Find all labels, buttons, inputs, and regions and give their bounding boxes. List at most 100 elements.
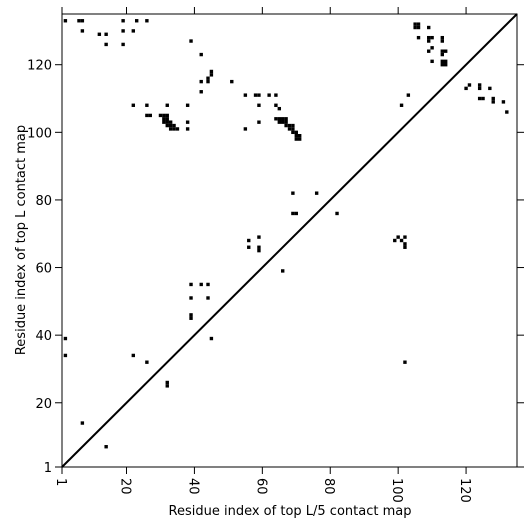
contact-point <box>243 93 248 97</box>
contact-point <box>416 25 421 30</box>
y-axis-label: Residue index of top L contact map <box>14 125 29 355</box>
contact-point <box>477 86 482 91</box>
contact-point <box>257 120 261 124</box>
contact-point <box>403 360 407 364</box>
contact-point <box>80 421 85 425</box>
y-tick-label: 100 <box>27 126 52 141</box>
contact-point <box>491 96 495 101</box>
contact-point <box>396 235 400 239</box>
contact-point <box>294 137 298 141</box>
contact-point <box>430 59 434 64</box>
contact-point <box>199 90 203 94</box>
contact-point <box>427 35 431 40</box>
contact-point <box>427 25 431 30</box>
contact-point <box>440 59 444 64</box>
contact-point <box>162 113 166 118</box>
contact-point <box>165 380 169 385</box>
contact-point <box>172 123 176 128</box>
contact-point <box>131 103 136 107</box>
contact-point <box>284 123 288 128</box>
contact-point <box>104 445 108 449</box>
contact-point <box>189 313 193 317</box>
contact-point <box>257 103 261 107</box>
contact-point <box>291 191 295 195</box>
contact-point <box>206 79 210 84</box>
contact-point <box>281 269 285 273</box>
contact-point <box>430 46 434 50</box>
contact-point <box>209 69 214 74</box>
contact-point <box>162 120 166 124</box>
contact-point <box>185 127 190 131</box>
contact-point <box>131 353 136 358</box>
contact-point <box>399 238 404 243</box>
contact-point <box>413 25 417 30</box>
contact-point <box>291 127 295 131</box>
contact-point <box>491 100 495 104</box>
contact-point <box>335 211 339 216</box>
y-tick-label: 60 <box>35 262 52 277</box>
x-tick-label: 120 <box>457 478 472 503</box>
contact-point <box>403 245 407 249</box>
contact-point <box>297 137 302 141</box>
contact-point <box>403 235 407 239</box>
contact-point <box>80 19 85 23</box>
plot-marks <box>61 13 518 468</box>
contact-point <box>206 282 210 287</box>
y-tick-label: 40 <box>35 329 52 344</box>
plot-frame <box>61 13 518 468</box>
contact-point <box>267 93 271 97</box>
contact-point <box>291 211 295 216</box>
y-tick-label: 1 <box>44 461 52 476</box>
contact-point <box>135 19 139 23</box>
contact-point <box>145 360 149 364</box>
contact-point <box>104 32 108 36</box>
contact-point <box>189 282 193 287</box>
contact-point <box>77 19 81 23</box>
y-tick-label: 80 <box>35 194 52 209</box>
contact-point <box>464 86 468 91</box>
contact-point <box>209 336 214 341</box>
contact-point <box>477 96 482 101</box>
contact-point <box>274 93 278 97</box>
contact-point <box>281 117 285 121</box>
contact-point <box>477 83 482 87</box>
contact-point <box>488 86 492 91</box>
contact-point <box>443 49 448 53</box>
contact-point <box>63 353 68 358</box>
contact-point <box>413 22 417 26</box>
contact-point <box>247 245 251 249</box>
contact-point <box>277 106 282 111</box>
contact-point <box>165 123 169 128</box>
contact-point <box>297 134 302 138</box>
contact-point <box>97 32 102 36</box>
contact-point <box>165 103 169 107</box>
contact-point <box>467 83 472 87</box>
contact-point <box>393 238 397 243</box>
contact-point <box>281 120 285 124</box>
contact-point <box>440 63 444 67</box>
contact-point <box>199 52 203 57</box>
contact-point <box>175 127 180 131</box>
contact-point <box>131 29 136 33</box>
contact-point <box>121 42 125 47</box>
contact-point <box>427 49 431 53</box>
contact-point <box>294 211 298 216</box>
contact-point <box>185 103 190 107</box>
contact-point <box>165 120 169 124</box>
contact-point <box>257 93 261 97</box>
contact-point <box>440 39 444 43</box>
contact-point <box>443 59 448 64</box>
contact-point <box>199 282 203 287</box>
contact-point <box>427 39 431 43</box>
contact-point <box>165 113 169 118</box>
contact-point <box>63 19 68 23</box>
contact-point <box>440 49 444 53</box>
contact-point <box>209 73 214 77</box>
contact-point <box>253 93 258 97</box>
contact-point <box>121 19 125 23</box>
contact-point <box>416 22 421 26</box>
contact-point <box>284 117 288 121</box>
contact-point <box>172 127 176 131</box>
contact-point <box>403 242 407 246</box>
contact-point <box>168 127 173 131</box>
